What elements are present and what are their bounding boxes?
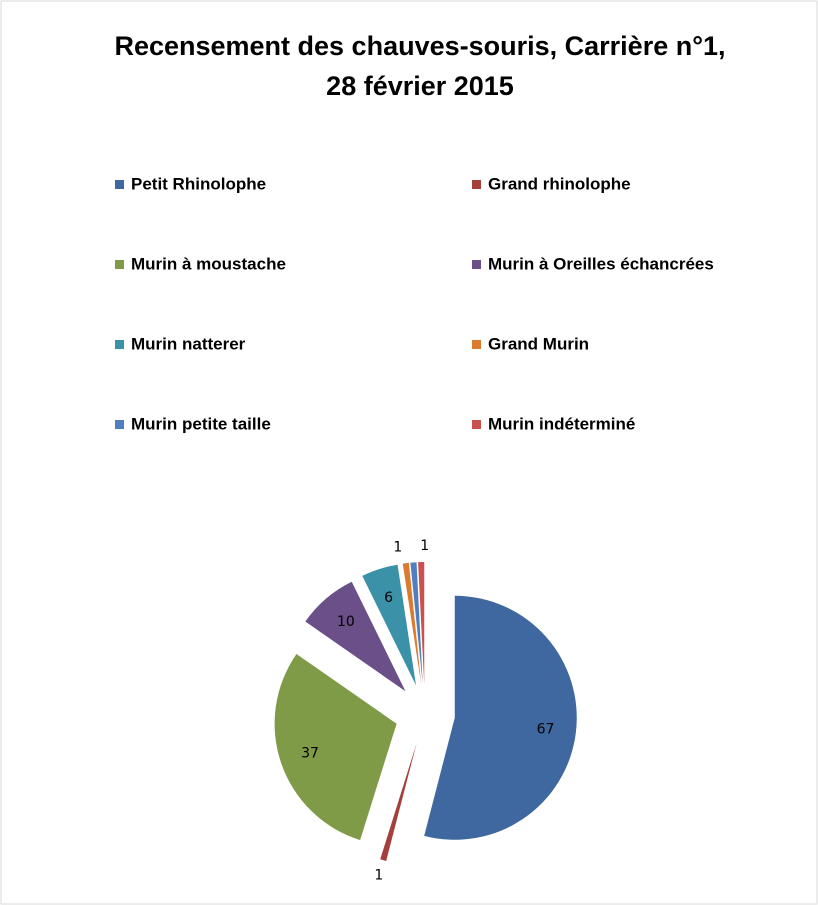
legend-label: Grand rhinolophe bbox=[488, 174, 631, 193]
data-label: 6 bbox=[384, 590, 393, 606]
pie-slice bbox=[305, 581, 406, 692]
legend-swatch bbox=[472, 340, 481, 349]
legend-label: Murin natterer bbox=[131, 334, 246, 353]
chart-subtitle: 28 février 2015 bbox=[326, 71, 514, 101]
pie-slice bbox=[380, 742, 417, 861]
legend-swatch bbox=[472, 180, 481, 189]
data-label: 37 bbox=[301, 745, 319, 761]
data-label: 67 bbox=[537, 721, 555, 737]
legend-label: Murin indéterminé bbox=[488, 414, 635, 433]
chart-title: Recensement des chauves-souris, Carrière… bbox=[114, 31, 725, 61]
pie-slice bbox=[418, 562, 425, 685]
legend-swatch bbox=[115, 420, 124, 429]
pie-slice bbox=[402, 562, 422, 685]
legend-swatch bbox=[472, 260, 481, 269]
data-label: 1 bbox=[420, 538, 429, 554]
data-label: 10 bbox=[337, 614, 355, 630]
data-label: 1 bbox=[393, 539, 402, 555]
legend-swatch bbox=[115, 340, 124, 349]
legend-swatch bbox=[472, 420, 481, 429]
legend-label: Murin à moustache bbox=[131, 254, 286, 273]
pie-slice bbox=[274, 654, 397, 841]
legend-swatch bbox=[115, 260, 124, 269]
legend-label: Murin petite taille bbox=[131, 414, 271, 433]
legend-label: Grand Murin bbox=[488, 334, 589, 353]
legend-label: Murin à Oreilles échancrées bbox=[488, 254, 714, 273]
data-label: 1 bbox=[374, 868, 383, 884]
legend-label: Petit Rhinolophe bbox=[131, 174, 266, 193]
legend-swatch bbox=[115, 180, 124, 189]
pie-slice bbox=[410, 562, 423, 685]
pie-slice bbox=[362, 564, 417, 686]
pie-slice bbox=[424, 595, 577, 840]
